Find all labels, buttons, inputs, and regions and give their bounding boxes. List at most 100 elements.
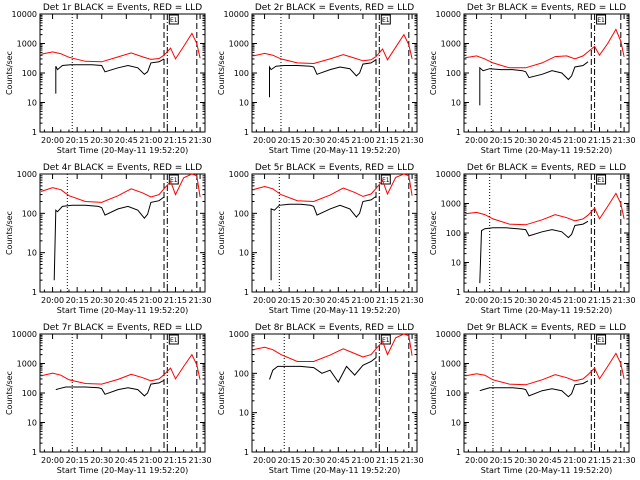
y-axis-label: Counts/sec — [217, 371, 226, 415]
annotation-box — [596, 334, 607, 345]
x-tick-label: 20:00 — [253, 136, 276, 145]
y-tick-label: 1000 — [17, 40, 37, 49]
y-tick-label: 10000 — [12, 10, 37, 19]
y-tick-label: 10 — [451, 259, 461, 268]
y-tick-label: 10000 — [436, 10, 461, 19]
x-tick-label: 20:15 — [278, 456, 301, 465]
x-tick-label: 20:15 — [278, 296, 301, 305]
panel-title: Det 8r BLACK = Events, RED = LLD — [255, 323, 414, 333]
x-tick-label: 21:00 — [139, 456, 162, 465]
y-tick-label: 1 — [32, 128, 37, 137]
x-axis-label: Start Time (20-May-11 19:52:20) — [481, 466, 612, 475]
y-tick-label: 100 — [234, 69, 249, 78]
x-tick-label: 21:00 — [351, 456, 374, 465]
y-tick-label: 100 — [22, 389, 37, 398]
axes-frame — [251, 173, 418, 293]
x-tick-label: 20:45 — [539, 136, 562, 145]
series-events-line — [269, 59, 377, 98]
x-tick-label: 20:30 — [90, 296, 113, 305]
annotation-label: E1 — [382, 337, 390, 344]
x-tick-label: 20:30 — [302, 456, 325, 465]
series-lld-line — [252, 33, 413, 65]
annotation-box — [380, 334, 391, 345]
panel-title: Det 1r BLACK = Events, RED = LLD — [43, 3, 202, 13]
series-lld-line — [465, 192, 625, 226]
annotation-box — [380, 174, 391, 185]
y-tick-label: 1000 — [17, 170, 37, 179]
y-tick-label: 10000 — [436, 170, 461, 179]
y-tick-label: 1 — [244, 448, 249, 457]
panel-det-8: Det 8r BLACK = Events, RED = LLD 1 10 100 10… — [217, 323, 424, 475]
x-tick-label: 20:15 — [66, 136, 89, 145]
x-tick-label: 21:15 — [588, 136, 611, 145]
panel-title: Det 9r BLACK = Events, RED = LLD — [467, 323, 626, 333]
axes-frame — [463, 173, 630, 293]
x-tick-label: 20:30 — [514, 456, 537, 465]
panel-det-9: Det 9r BLACK = Events, RED = LLD 1 10 100 10… — [429, 323, 636, 475]
x-tick-label: 21:15 — [588, 296, 611, 305]
panel-det-3: Det 3r BLACK = Events, RED = LLD 1 10 100 10… — [429, 3, 636, 155]
y-axis-label: Counts/sec — [217, 51, 226, 95]
y-tick-label: 100 — [22, 209, 37, 218]
annotation-box — [168, 334, 179, 345]
series-lld-line — [40, 353, 201, 385]
x-tick-label: 21:00 — [139, 296, 162, 305]
y-tick-label: 1 — [244, 288, 249, 297]
axes-frame — [39, 13, 206, 133]
x-axis-label: Start Time (20-May-11 19:52:20) — [57, 466, 188, 475]
y-tick-label: 10 — [239, 99, 249, 108]
y-tick-label: 1000 — [229, 170, 249, 179]
x-tick-label: 21:00 — [351, 296, 374, 305]
y-tick-label: 100 — [446, 389, 461, 398]
y-tick-label: 1000 — [441, 200, 461, 209]
y-tick-label: 1000 — [441, 360, 461, 369]
series-events-line — [479, 220, 589, 284]
series-events-line — [270, 195, 377, 281]
x-tick-label: 20:45 — [327, 296, 350, 305]
x-tick-label: 20:30 — [90, 136, 113, 145]
x-tick-label: 21:00 — [351, 136, 374, 145]
annotation-label: E1 — [597, 177, 605, 184]
annotation-label: E1 — [382, 17, 390, 24]
y-tick-label: 10 — [239, 249, 249, 258]
x-tick-label: 20:30 — [302, 136, 325, 145]
y-tick-label: 10000 — [436, 330, 461, 339]
y-axis-label: Counts/sec — [429, 51, 438, 95]
y-tick-label: 100 — [446, 229, 461, 238]
y-axis-label: Counts/sec — [429, 371, 438, 415]
x-tick-label: 20:00 — [465, 136, 488, 145]
axes-frame — [463, 333, 630, 453]
x-tick-label: 20:00 — [253, 456, 276, 465]
panel-title: Det 4r BLACK = Events, RED = LLD — [43, 163, 202, 173]
y-tick-label: 10 — [451, 99, 461, 108]
axes-frame — [39, 173, 206, 293]
x-tick-label: 21:00 — [563, 136, 586, 145]
x-tick-label: 21:15 — [164, 296, 187, 305]
panel-det-2: Det 2r BLACK = Events, RED = LLD 1 10 100 10… — [217, 3, 424, 155]
x-tick-label: 20:45 — [115, 456, 138, 465]
y-tick-label: 1 — [456, 128, 461, 137]
x-axis-label: Start Time (20-May-11 19:52:20) — [481, 306, 612, 315]
x-tick-label: 21:00 — [563, 456, 586, 465]
panel-title: Det 6r BLACK = Events, RED = LLD — [467, 163, 626, 173]
x-axis-label: Start Time (20-May-11 19:52:20) — [269, 306, 400, 315]
y-axis-label: Counts/sec — [5, 211, 14, 255]
x-tick-label: 21:00 — [563, 296, 586, 305]
x-tick-label: 20:45 — [327, 456, 350, 465]
series-events-line — [269, 357, 377, 384]
y-tick-label: 100 — [234, 209, 249, 218]
annotation-box — [168, 14, 179, 25]
y-tick-label: 10 — [451, 419, 461, 428]
y-tick-label: 10 — [27, 249, 37, 258]
annotation-box — [596, 14, 607, 25]
y-tick-label: 1000 — [441, 40, 461, 49]
panel-det-4: Det 4r BLACK = Events, RED = LLD 1 10 100 10… — [5, 163, 212, 315]
x-tick-label: 21:30 — [189, 296, 212, 305]
annotation-label: E1 — [382, 177, 390, 184]
x-tick-label: 21:30 — [189, 136, 212, 145]
series-lld-line — [465, 28, 625, 69]
x-tick-label: 21:30 — [613, 136, 636, 145]
x-tick-label: 21:30 — [401, 296, 424, 305]
x-tick-label: 20:00 — [41, 136, 64, 145]
